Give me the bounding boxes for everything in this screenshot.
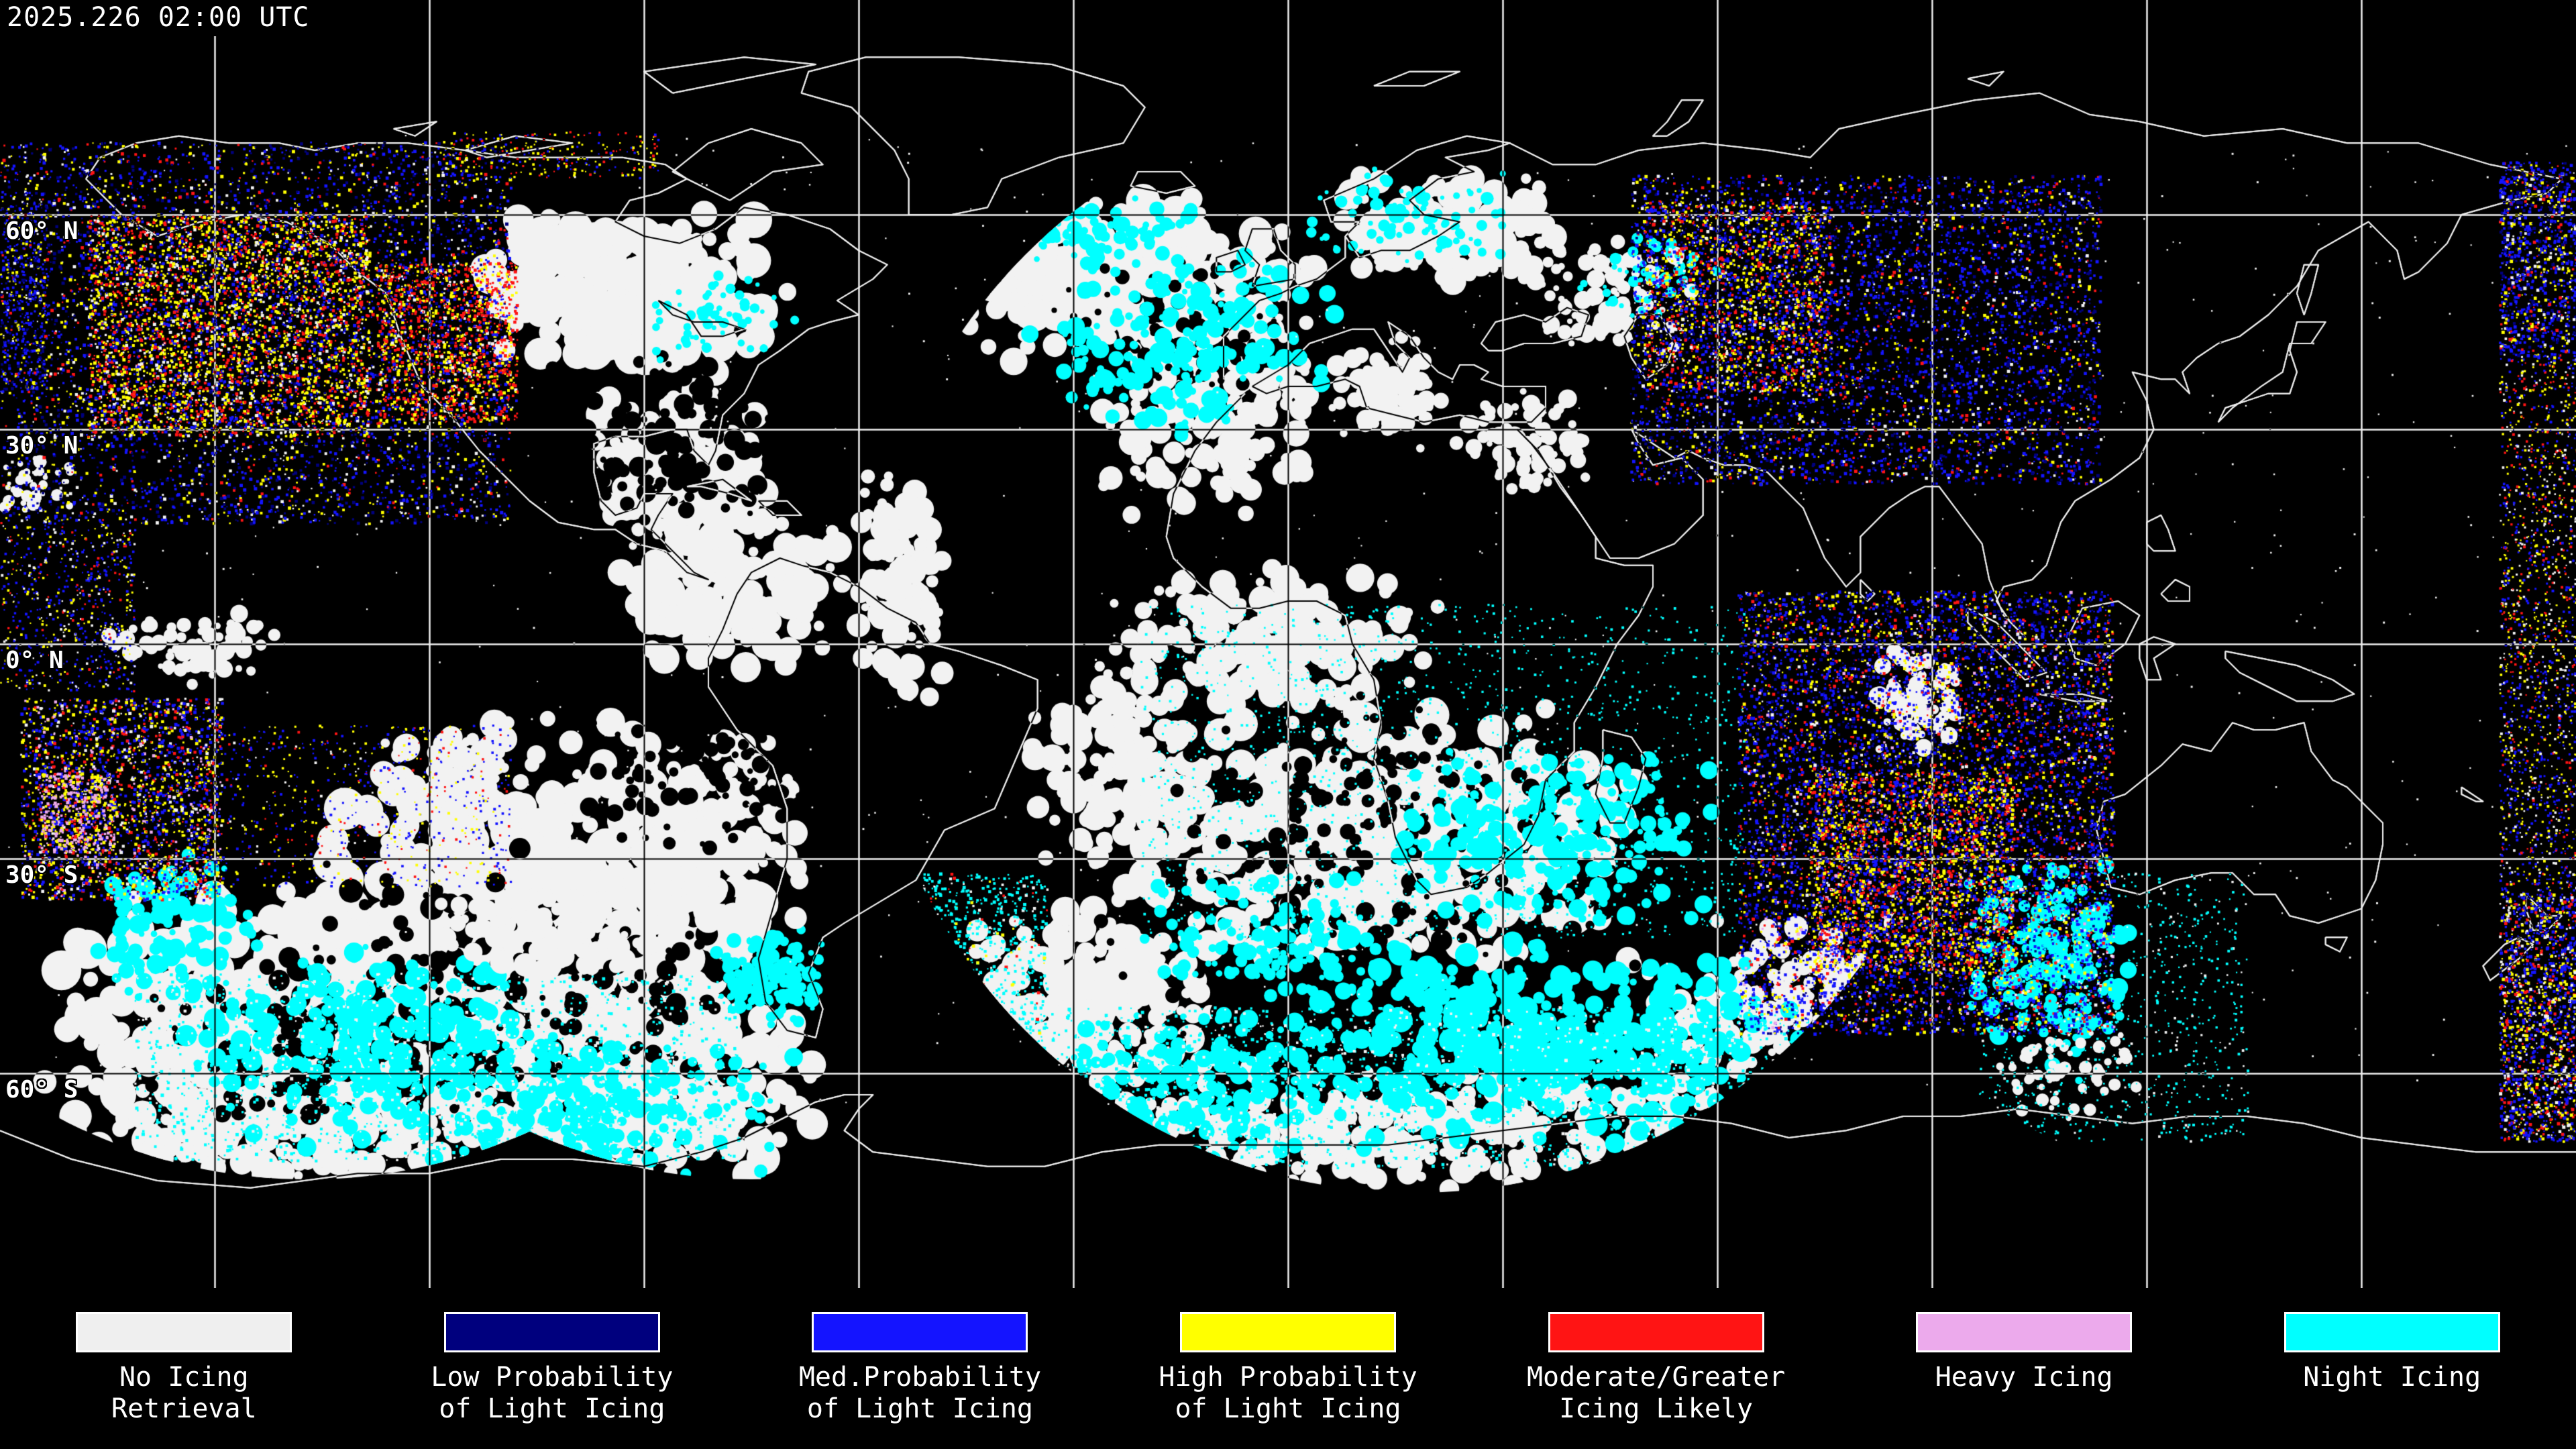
icing-product-map: 2025.226 02:00 UTC 60° N 30° N 0° N 30° … [0,0,2576,1288]
legend-item-high-prob: High Probability of Light Icing [1104,1312,1472,1449]
legend-swatch-heavy-icing [1916,1312,2133,1352]
legend-swatch-low-prob [443,1312,660,1352]
legend-item-moderate-greater: Moderate/Greater Icing Likely [1472,1312,1840,1449]
legend-item-heavy-icing: Heavy Icing [1840,1312,2208,1449]
legend: No Icing Retrieval Low Probability of Ligh… [0,1288,2576,1449]
legend-swatch-med-prob [812,1312,1028,1352]
timestamp: 2025.226 02:00 UTC [5,0,317,36]
legend-swatch-high-prob [1180,1312,1397,1352]
latitude-label-30s: 30° S [5,861,78,889]
legend-label: Med.Probability of Light Icing [798,1362,1042,1424]
legend-swatch-moderate-greater [1548,1312,1764,1352]
latitude-label-0: 0° N [5,647,64,674]
legend-item-med-prob: Med.Probability of Light Icing [736,1312,1104,1449]
legend-item-no-icing-retrieval: No Icing Retrieval [0,1312,368,1449]
latitude-label-30n: 30° N [5,432,78,460]
legend-label: Moderate/Greater Icing Likely [1526,1362,1786,1424]
world-map-canvas [0,0,2576,1288]
legend-swatch-no-icing-retrieval [76,1312,292,1352]
legend-label: Heavy Icing [1935,1362,2113,1393]
legend-label: No Icing Retrieval [111,1362,257,1424]
legend-item-low-prob: Low Probability of Light Icing [368,1312,737,1449]
legend-label: Low Probability of Light Icing [431,1362,674,1424]
latitude-label-60s: 60° S [5,1076,78,1104]
legend-label: High Probability of Light Icing [1159,1362,1417,1424]
legend-swatch-night-icing [2284,1312,2500,1352]
legend-label: Night Icing [2303,1362,2481,1393]
latitude-label-60n: 60° N [5,217,78,245]
legend-item-night-icing: Night Icing [2208,1312,2576,1449]
